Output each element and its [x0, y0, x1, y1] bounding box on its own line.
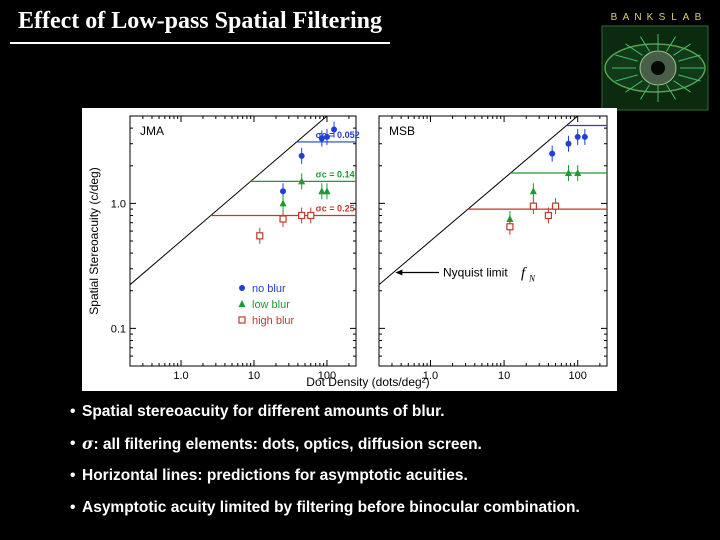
y-tick-label: 1.0 — [111, 198, 126, 210]
data-point-low-blur — [506, 214, 514, 222]
bullet-item: • Spatial stereoacuity for different amo… — [70, 402, 710, 422]
bullet-dot: • — [70, 403, 76, 420]
asymptote-label: σc = 0.052 — [316, 130, 360, 140]
logo-ray — [625, 80, 643, 93]
bullet-item: • σ: all filtering elements: dots, optic… — [70, 434, 710, 455]
x-tick-label: 1.0 — [173, 370, 188, 382]
data-point-high-blur — [529, 202, 537, 210]
x-tick-label: 10 — [498, 370, 510, 382]
data-point-no-blur — [549, 150, 556, 157]
asymptote-label: σc = 0.14 — [316, 169, 355, 179]
data-point-no-blur — [574, 133, 581, 140]
legend-label: high blur — [252, 315, 295, 327]
bullet-list: • Spatial stereoacuity for different amo… — [70, 402, 710, 529]
logo-ray — [673, 43, 691, 56]
logo-ray — [639, 36, 651, 52]
data-point-high-blur — [298, 211, 306, 220]
data-point-high-blur — [551, 202, 560, 210]
logo-ray — [625, 43, 643, 56]
nyquist-line — [129, 115, 328, 286]
logo-letter: S — [659, 12, 666, 23]
slide-title: Effect of Low-pass Spatial Filtering — [18, 8, 382, 34]
data-point-no-blur — [565, 140, 572, 147]
data-point-no-blur — [298, 152, 305, 159]
data-point-low-blur — [323, 187, 331, 195]
data-point-low-blur — [298, 177, 306, 185]
legend-label: low blur — [252, 299, 290, 311]
panel-frame — [378, 115, 608, 367]
asymptote-label: σc = 0.25 — [316, 203, 355, 213]
logo-ray — [615, 74, 638, 82]
bullet-dot: • — [70, 467, 76, 484]
bullet-text: Spatial stereoacuity for different amoun… — [82, 403, 445, 420]
nyquist-line — [378, 115, 579, 286]
data-point-high-blur — [279, 215, 287, 223]
data-point-low-blur — [318, 187, 326, 195]
legend-marker-no-blur — [239, 285, 245, 291]
x-tick-label: 100 — [318, 370, 336, 382]
data-point-no-blur — [323, 133, 330, 140]
sigma-symbol: σ — [82, 433, 94, 453]
logo-ray — [673, 80, 691, 93]
stereoacuity-figure: 1.0 10 100 0.1 1.0 JMA σc = 0.052 σc = 0.14 σc =… — [82, 108, 617, 391]
logo-ray — [678, 54, 701, 62]
x-tick-label: 10 — [248, 370, 260, 382]
panel-name: JMA — [140, 124, 164, 138]
bullet-item: • Horizontal lines: predictions for asym… — [70, 466, 710, 486]
nyquist-arrowhead — [395, 269, 403, 276]
panel-name: MSB — [389, 124, 415, 138]
nyquist-subscript: N — [528, 273, 536, 283]
bullet-dot: • — [70, 434, 76, 452]
nyquist-symbol: f — [521, 265, 527, 281]
x-tick-label: 100 — [569, 370, 587, 382]
x-tick-label: 1.0 — [423, 370, 438, 382]
data-point-low-blur — [529, 187, 537, 195]
bullet-item: • Asymptotic acuity limited by filtering… — [70, 498, 710, 518]
x-axis-label: Dot Density (dots/deg²) — [306, 375, 429, 389]
nyquist-annotation: Nyquist limit — [443, 265, 508, 279]
logo-letter: K — [647, 12, 654, 23]
logo-letter: A — [683, 12, 690, 23]
bullet-text: Horizontal lines: predictions for asympt… — [82, 467, 468, 484]
data-point-no-blur — [581, 133, 588, 140]
logo-letter: N — [634, 12, 641, 23]
y-axis-label: Spatial Stereoacuity (c/deg) — [87, 167, 101, 314]
data-point-no-blur — [331, 126, 338, 133]
panel-frame — [129, 115, 357, 367]
data-point-low-blur — [574, 168, 582, 176]
logo-ray — [665, 84, 677, 100]
legend-marker-high-blur — [238, 316, 246, 324]
title-rule — [10, 42, 390, 44]
data-point-high-blur — [256, 232, 264, 240]
legend-label: no blur — [252, 283, 286, 295]
bullet-text: Asymptotic acuity limited by filtering b… — [82, 498, 580, 516]
data-point-high-blur — [506, 223, 514, 231]
logo-letter: B — [695, 12, 702, 23]
logo-ray — [665, 36, 677, 52]
logo-ray — [615, 54, 638, 62]
logo-ray — [639, 84, 651, 100]
data-point-no-blur — [318, 135, 325, 142]
data-point-high-blur — [544, 211, 553, 220]
bullet-text: : all filtering elements: dots, optics, … — [93, 435, 482, 453]
legend-marker-low-blur — [238, 300, 246, 307]
data-point-low-blur — [279, 199, 287, 207]
logo-letter: A — [623, 12, 630, 23]
logo-ray — [678, 74, 701, 82]
data-point-no-blur — [280, 188, 287, 195]
data-point-high-blur — [307, 211, 315, 220]
bullet-dot: • — [70, 498, 76, 516]
logo-letter: B — [611, 12, 618, 23]
logo-letter: L — [671, 12, 677, 23]
data-point-low-blur — [565, 168, 573, 176]
y-tick-label: 0.1 — [111, 323, 126, 335]
